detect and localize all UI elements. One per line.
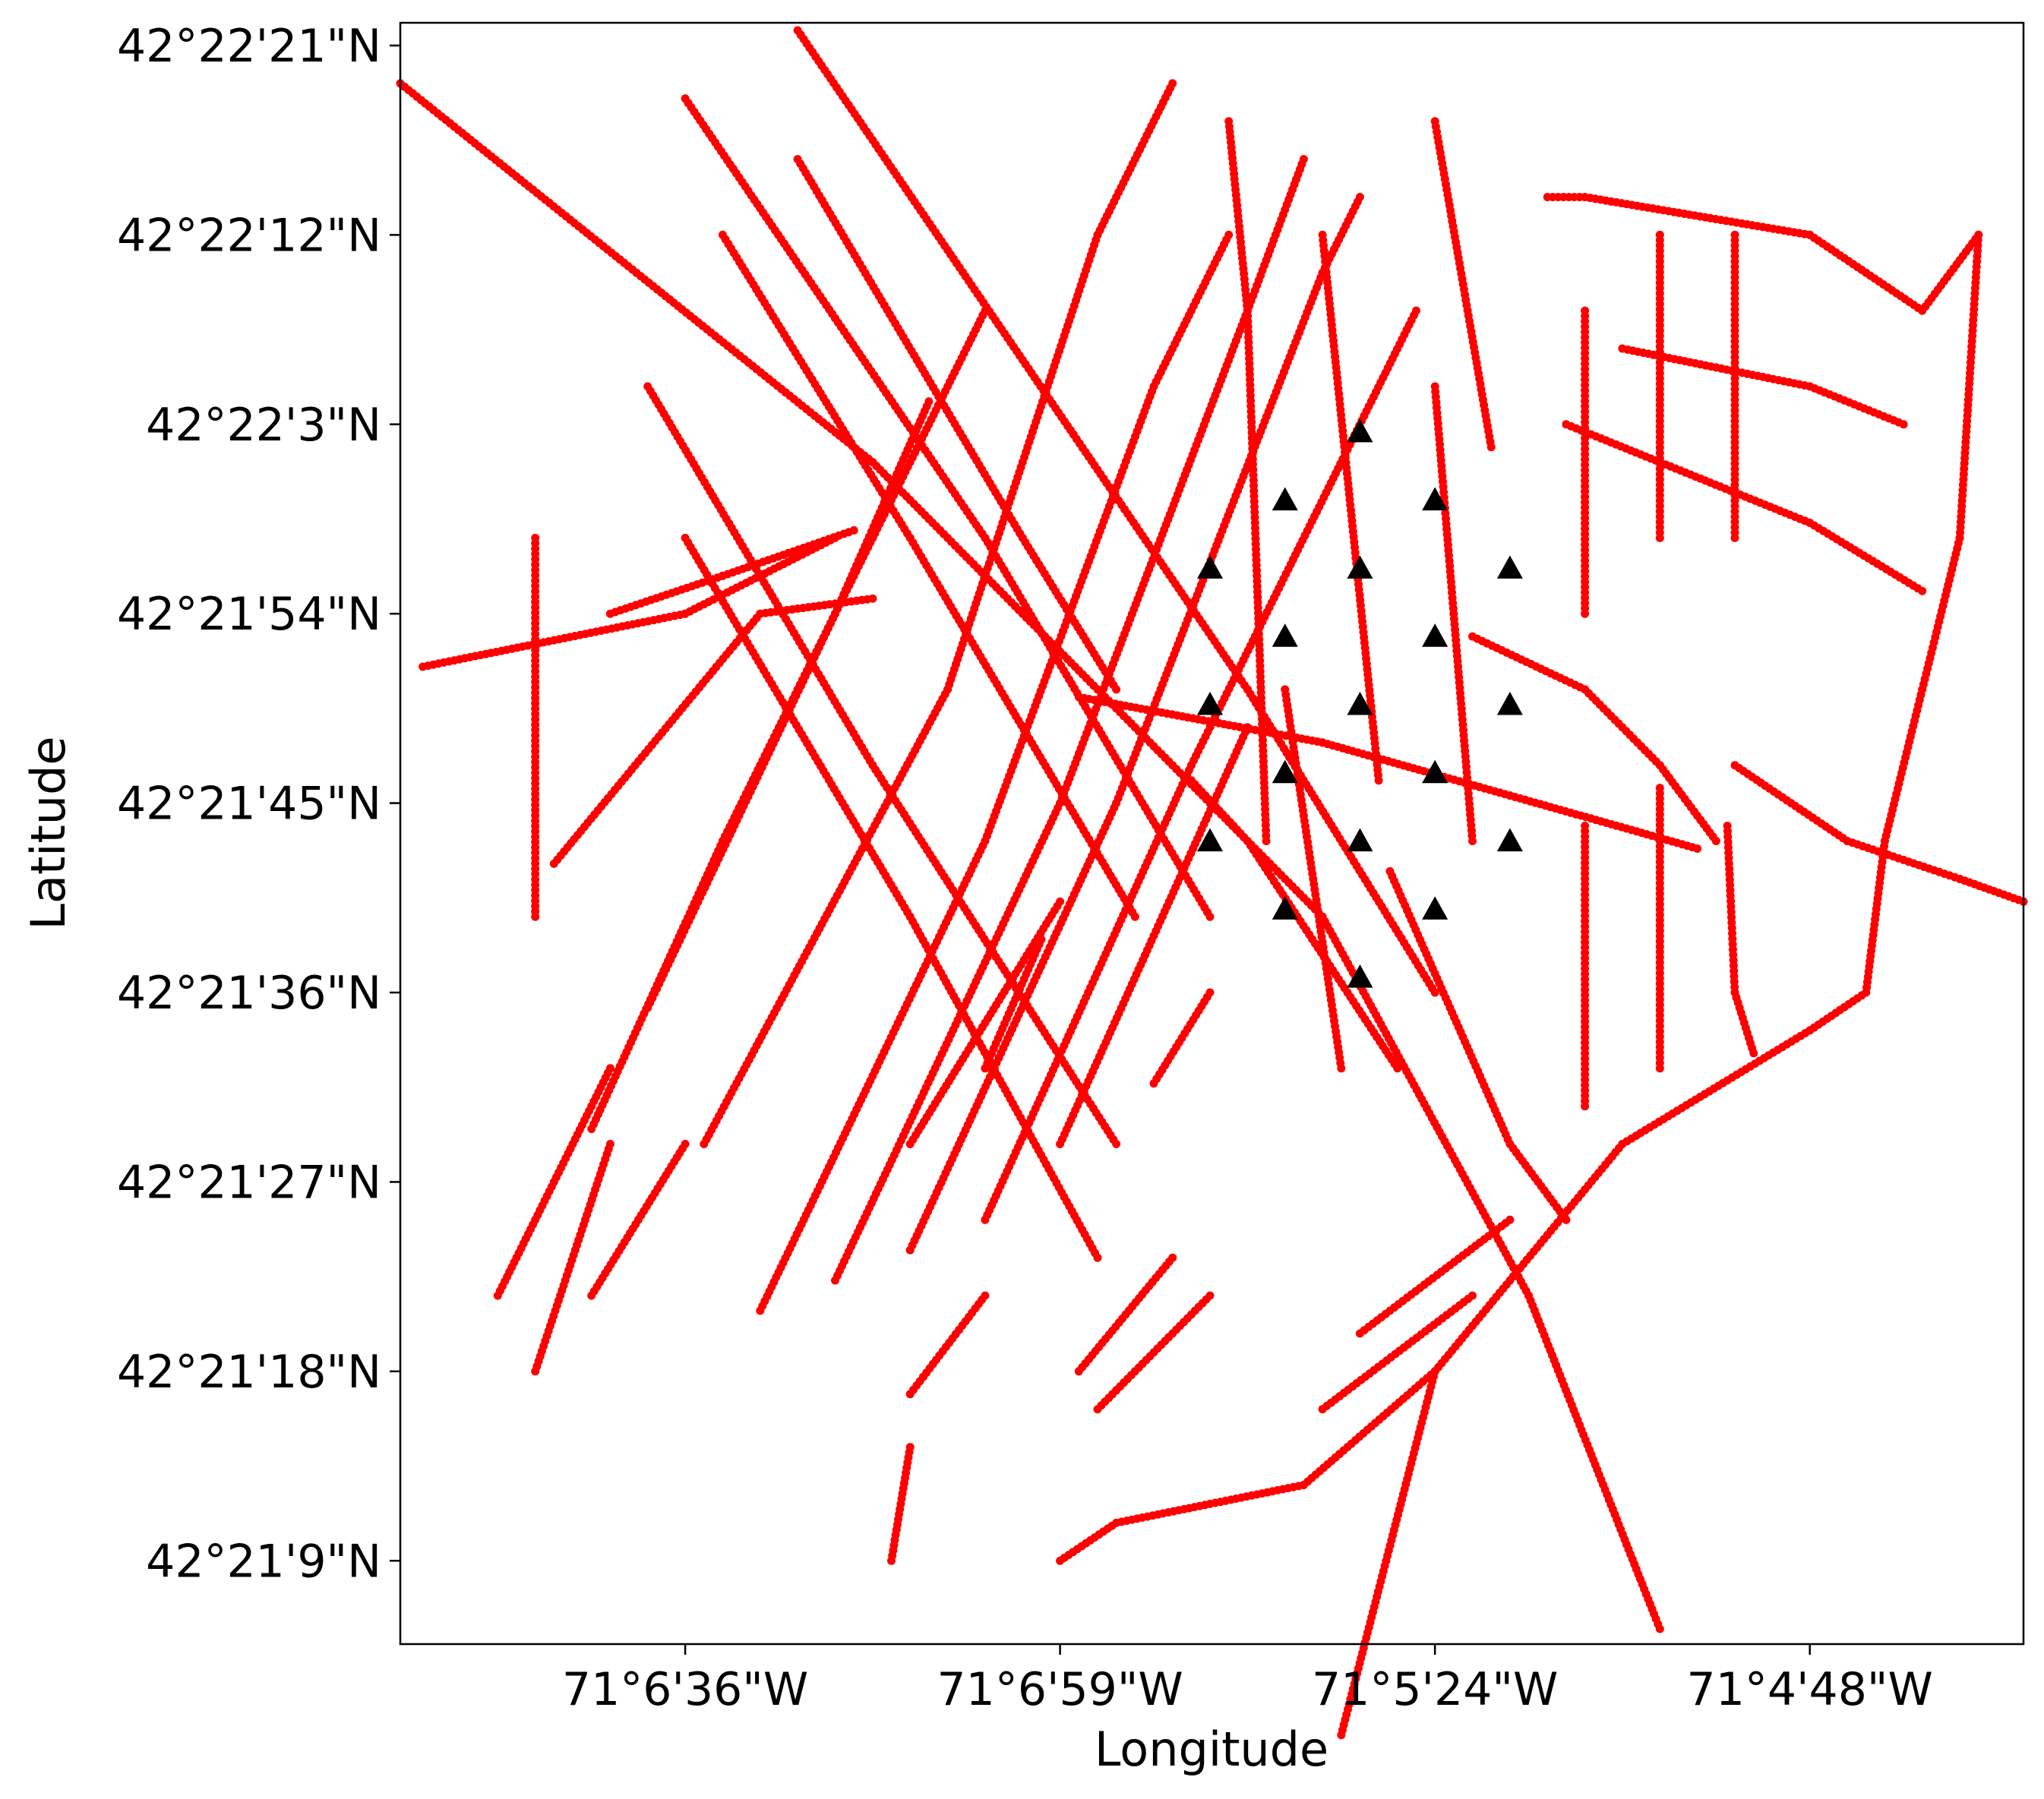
road-point [1581, 609, 1590, 618]
road-point [981, 1064, 990, 1073]
road-point [1711, 837, 1720, 845]
road-point [1655, 1064, 1664, 1073]
road-point [1749, 1049, 1758, 1058]
road-point [981, 306, 990, 315]
road-point [924, 397, 934, 406]
road-point [1056, 1556, 1065, 1565]
road-point [1693, 844, 1702, 853]
road-point [849, 525, 858, 535]
road-point [1318, 230, 1327, 239]
road-point [1655, 1624, 1664, 1633]
road-point [1430, 117, 1439, 126]
road-point [868, 594, 877, 603]
road-point [1337, 1064, 1346, 1073]
road-point [1412, 306, 1420, 315]
road-points-layer [396, 26, 2028, 1740]
road-point [1918, 586, 1927, 595]
road-point [1581, 1102, 1590, 1111]
road-point [1655, 533, 1664, 542]
road-point [1112, 685, 1121, 694]
road-point [1093, 1253, 1102, 1262]
road-point [1543, 193, 1552, 201]
road-point [1355, 193, 1364, 201]
road-point [831, 533, 839, 542]
road-point [1186, 776, 1196, 785]
road-point [905, 1140, 915, 1148]
road-point [1299, 155, 1308, 164]
road-point [1899, 420, 1908, 429]
road-point [1430, 988, 1439, 997]
road-point [1149, 1079, 1158, 1088]
road-point [1168, 79, 1177, 88]
road-point [1205, 912, 1215, 921]
road-point [1224, 117, 1234, 126]
road-point [1130, 912, 1139, 921]
plot-area [396, 26, 2028, 1740]
road-point [1112, 1140, 1121, 1148]
road-point [1730, 533, 1739, 542]
road-point [1430, 382, 1439, 391]
road-point [1224, 230, 1234, 239]
